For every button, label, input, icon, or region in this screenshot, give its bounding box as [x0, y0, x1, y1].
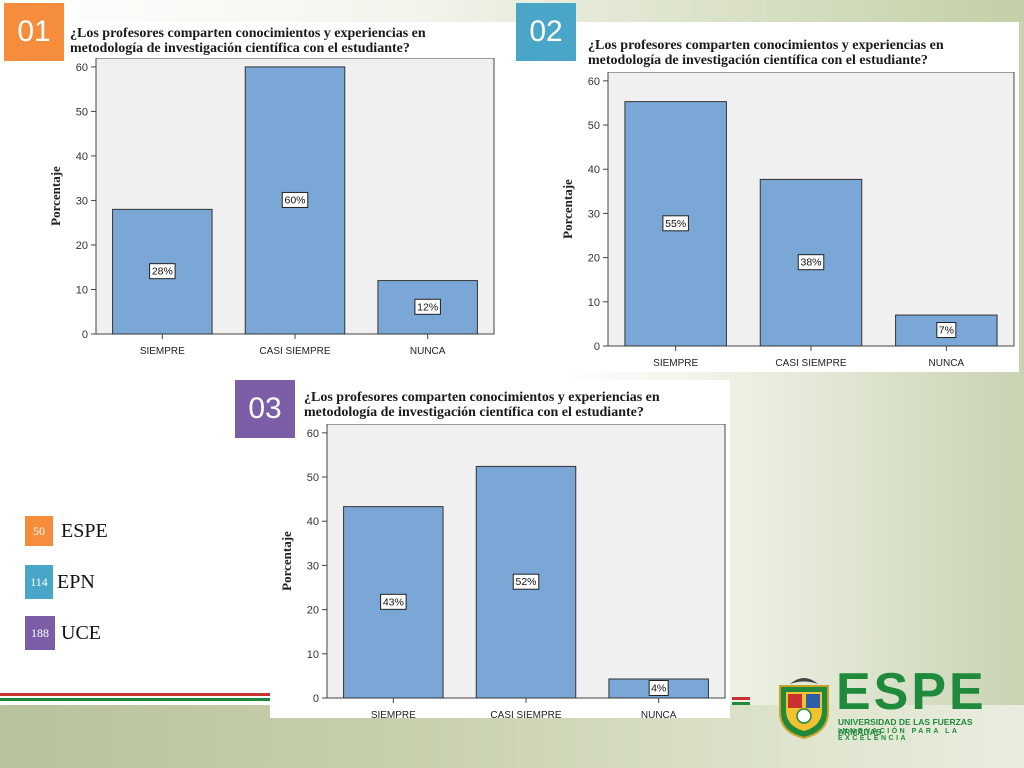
legend-count-espe: 50	[25, 516, 53, 546]
bar-chart-01: 0 10 20 30 40 50 60 Porcentaje SIEMPRE 28% CASI SI…	[48, 58, 495, 357]
legend-label-espe: ESPE	[61, 519, 108, 542]
data-label: 4%	[651, 682, 666, 694]
legend-item-epn: 114 EPN	[25, 565, 95, 599]
data-label-box	[662, 215, 689, 232]
data-label: 60%	[284, 194, 305, 206]
data-label-box	[414, 298, 441, 315]
data-label-box	[380, 593, 407, 610]
legend-item-uce: 188 UCE	[25, 616, 101, 650]
x-tick-label: CASI SIEMPRE	[490, 710, 561, 720]
y-tick-label: 40	[76, 151, 88, 163]
legend-count-epn: 114	[25, 565, 53, 599]
y-tick-label: 10	[76, 284, 88, 296]
data-label: 38%	[800, 257, 821, 269]
legend-label-uce: UCE	[61, 621, 101, 644]
espe-logo: ESPE UNIVERSIDAD DE LAS FUERZAS ARMADAS …	[774, 666, 1010, 742]
y-tick-label: 0	[313, 693, 319, 705]
data-label-box	[648, 679, 669, 696]
y-tick-label: 0	[594, 341, 600, 353]
y-tick-label: 50	[307, 472, 319, 484]
data-label: 12%	[417, 301, 438, 313]
logo-tagline: INNOVACIÓN PARA LA EXCELENCIA	[838, 728, 960, 742]
data-label: 28%	[152, 266, 173, 278]
x-tick-label: CASI SIEMPRE	[259, 346, 330, 357]
y-tick-label: 60	[307, 428, 319, 440]
y-tick-label: 30	[588, 208, 600, 220]
y-tick-label: 30	[76, 195, 88, 207]
y-axis-label: Porcentaje	[48, 166, 63, 226]
logo-subtitle: UNIVERSIDAD DE LAS FUERZAS ARMADAS	[838, 717, 973, 737]
data-label-box	[936, 322, 957, 339]
legend-count-uce: 188	[25, 616, 55, 650]
y-tick-label: 30	[307, 560, 319, 572]
logo-wordmark: ESPE	[836, 663, 987, 721]
x-tick-label: SIEMPRE	[140, 346, 185, 357]
chart-number-02: 02	[516, 3, 576, 61]
stripe-red	[0, 693, 270, 696]
y-tick-label: 10	[307, 649, 319, 661]
data-label-box	[281, 191, 309, 208]
y-axis-label: Porcentaje	[560, 179, 575, 239]
y-tick-label: 20	[588, 253, 600, 265]
data-label: 43%	[383, 596, 404, 608]
chart-number-01: 01	[4, 3, 64, 61]
x-tick-label: SIEMPRE	[371, 710, 416, 720]
legend-label-epn: EPN	[57, 570, 95, 593]
x-tick-label: CASI SIEMPRE	[775, 358, 846, 369]
bar-chart-03: 0 10 20 30 40 50 60 Porcentaje SIEMPRE 43% CASI SI…	[279, 424, 726, 720]
espe-crest-icon	[779, 678, 829, 740]
chart-number-03: 03	[235, 380, 295, 438]
bar-chart-02: 0 10 20 30 40 50 60 Porcentaje SIEMPRE 55% CASI SI…	[560, 72, 1015, 369]
x-tick-label: SIEMPRE	[653, 358, 698, 369]
y-tick-label: 10	[588, 297, 600, 309]
data-label-box	[149, 263, 176, 280]
data-label: 52%	[515, 576, 536, 588]
y-tick-label: 20	[76, 240, 88, 252]
x-tick-label: NUNCA	[641, 710, 677, 720]
y-tick-label: 50	[76, 106, 88, 118]
data-label: 55%	[665, 218, 686, 230]
stripe-red-right	[732, 697, 750, 700]
y-tick-label: 20	[307, 605, 319, 617]
stripe-green-right	[732, 702, 750, 705]
data-label-box	[512, 573, 540, 590]
y-tick-label: 40	[307, 516, 319, 528]
x-tick-label: NUNCA	[410, 346, 446, 357]
x-tick-label: NUNCA	[929, 358, 965, 369]
y-tick-label: 0	[82, 329, 88, 341]
chart-title-01: ¿Los profesores comparten conocimientos …	[70, 26, 426, 56]
legend-item-espe: 50 ESPE	[25, 516, 108, 546]
chart-title-02: ¿Los profesores comparten conocimientos …	[588, 38, 944, 68]
data-label-box	[797, 254, 825, 271]
y-tick-label: 60	[76, 62, 88, 74]
y-tick-label: 60	[588, 76, 600, 88]
data-label: 7%	[939, 325, 954, 337]
stripe-green	[0, 698, 270, 701]
y-axis-label: Porcentaje	[279, 531, 294, 591]
y-tick-label: 40	[588, 164, 600, 176]
top-background-band	[0, 0, 1024, 22]
y-tick-label: 50	[588, 120, 600, 132]
chart-title-03: ¿Los profesores comparten conocimientos …	[304, 390, 660, 420]
